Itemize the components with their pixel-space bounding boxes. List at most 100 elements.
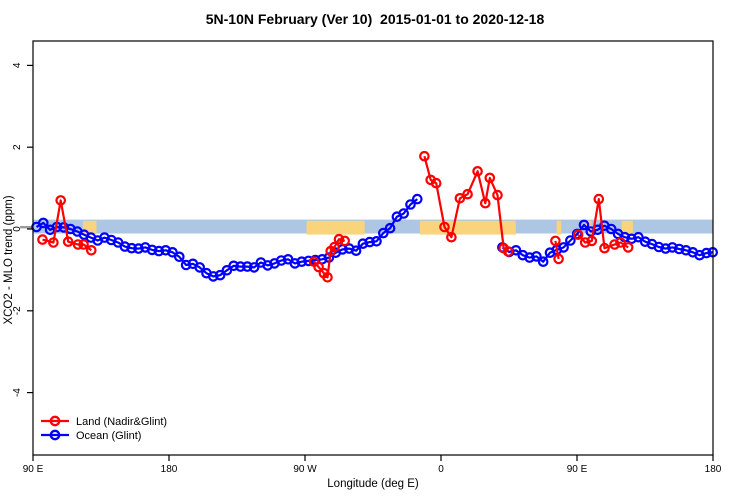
- series-land-marker: [430, 177, 442, 189]
- series-land-marker: [62, 236, 74, 247]
- series-land-marker: [48, 237, 59, 248]
- series-land-marker: [454, 193, 466, 204]
- legend-ocean-marker-icon: [49, 429, 61, 441]
- data-series-layer: [31, 150, 718, 283]
- y-tick-label: -4: [12, 388, 23, 397]
- series-ocean-marker: [578, 219, 590, 231]
- series-land-marker: [586, 235, 598, 247]
- series-ocean-marker: [146, 244, 158, 256]
- series-land-marker: [439, 221, 450, 233]
- series-ocean-marker: [133, 243, 144, 254]
- land-patch: [556, 220, 562, 235]
- series-ocean-marker: [242, 261, 253, 272]
- y-tick-label: 4: [12, 62, 23, 68]
- legend-land-marker-icon: [49, 415, 61, 427]
- legend-item-ocean: Ocean (Glint): [41, 429, 141, 442]
- y-axis-label: XCO2 - MLO trend (ppm): [3, 195, 15, 324]
- series-land-marker: [484, 172, 496, 184]
- series-ocean-marker: [364, 236, 375, 248]
- series-ocean-marker: [626, 233, 637, 245]
- plot-area-border: [32, 40, 714, 456]
- series-ocean-marker: [194, 262, 205, 273]
- series-ocean-marker: [289, 258, 301, 269]
- series-ocean-marker: [208, 271, 219, 282]
- series-ocean-marker: [377, 227, 389, 239]
- series-land-line: [313, 238, 346, 279]
- series-ocean-marker: [371, 236, 382, 247]
- series-ocean-marker: [303, 255, 314, 267]
- series-ocean-marker: [153, 245, 165, 257]
- series-ocean-marker: [398, 208, 409, 219]
- x-tick-label: 90 E: [567, 464, 588, 475]
- series-land-marker: [609, 239, 620, 250]
- series-land-marker: [479, 197, 491, 209]
- axes-layer: 90 E 180 90 W 0 90 E 180 -4 -2 0 2 4: [12, 62, 722, 475]
- legend-land-label: Land (Nadir&Glint): [76, 416, 167, 428]
- series-ocean-marker: [405, 199, 416, 210]
- chart-title: 5N-10N February (Ver 10) 2015-01-01 to 2…: [206, 11, 545, 27]
- series-ocean-marker: [411, 193, 423, 205]
- y-tick-label: 2: [12, 144, 23, 150]
- series-ocean-marker: [296, 256, 307, 267]
- series-land-marker: [55, 195, 66, 206]
- series-ocean-marker: [660, 243, 671, 254]
- series-ocean-marker: [58, 222, 69, 233]
- series-land-marker: [86, 245, 97, 256]
- legend: Land (Nadir&Glint) Ocean (Glint): [41, 415, 167, 442]
- series-land-marker: [492, 189, 503, 201]
- series-land-marker: [419, 150, 430, 162]
- series-ocean-marker: [248, 262, 260, 273]
- y-tick-label: 0: [12, 226, 23, 232]
- series-land-marker: [502, 246, 514, 257]
- x-tick-label: 90 W: [293, 464, 317, 475]
- series-ocean-marker: [524, 252, 535, 263]
- series-ocean-marker: [228, 260, 239, 272]
- series-land-marker: [622, 242, 634, 253]
- series-land-marker: [329, 241, 340, 253]
- land-patch: [621, 220, 633, 235]
- x-tick-label: 180: [705, 464, 722, 475]
- series-ocean-marker: [235, 261, 246, 272]
- x-tick-label: 180: [161, 464, 178, 475]
- series-ocean-marker: [537, 256, 549, 267]
- series-land-line: [423, 155, 509, 253]
- zero-band-layer: [20, 219, 713, 234]
- series-land-marker: [339, 235, 350, 247]
- land-patch: [306, 220, 365, 235]
- series-land-marker: [579, 237, 591, 248]
- series-land-marker: [615, 237, 626, 248]
- series-ocean-marker: [565, 235, 576, 246]
- y-tick-label: -2: [12, 306, 23, 315]
- series-ocean-marker: [214, 269, 226, 281]
- series-ocean-marker: [667, 242, 678, 253]
- series-land-marker: [550, 235, 561, 247]
- series-ocean-marker: [174, 251, 185, 263]
- series-land-marker: [322, 271, 333, 283]
- series-land-marker: [72, 239, 84, 250]
- legend-ocean-label: Ocean (Glint): [76, 430, 141, 442]
- series-land-marker: [78, 239, 89, 250]
- series-land-marker: [553, 253, 564, 265]
- series-land-marker: [446, 231, 457, 243]
- series-land-marker: [313, 261, 324, 273]
- series-ocean-marker: [275, 255, 287, 266]
- series-land-marker: [572, 229, 584, 240]
- series-land-line: [42, 199, 92, 252]
- series-land-marker: [333, 233, 345, 245]
- series-ocean-marker: [37, 217, 49, 229]
- legend-item-land: Land (Nadir&Glint): [41, 415, 167, 428]
- series-ocean-marker: [357, 238, 369, 249]
- series-ocean-marker: [653, 241, 665, 253]
- series-ocean-marker: [701, 247, 712, 259]
- series-ocean-marker: [558, 242, 569, 253]
- series-ocean-marker: [350, 245, 362, 256]
- x-tick-label: 0: [438, 464, 444, 475]
- series-land-marker: [593, 193, 605, 205]
- series-land-line: [554, 240, 560, 260]
- series-ocean-marker: [673, 243, 685, 255]
- series-ocean-marker: [531, 251, 542, 262]
- zero-band: [33, 219, 713, 234]
- series-land-marker: [599, 242, 610, 254]
